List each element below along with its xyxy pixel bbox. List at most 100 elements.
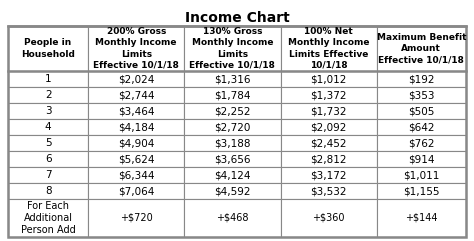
Bar: [8, 26, 466, 237]
Text: $353: $353: [408, 90, 435, 100]
Bar: [281, 26, 377, 71]
Text: 4: 4: [45, 122, 51, 132]
Bar: [281, 87, 377, 103]
Bar: [88, 103, 184, 119]
Text: $2,252: $2,252: [214, 106, 251, 116]
Bar: [281, 151, 377, 167]
Text: $5,624: $5,624: [118, 154, 155, 164]
Bar: [281, 167, 377, 183]
Text: $2,812: $2,812: [310, 154, 347, 164]
Text: $762: $762: [408, 138, 435, 148]
Text: +$468: +$468: [216, 213, 249, 223]
Text: $1,732: $1,732: [310, 106, 347, 116]
Text: People in
Household: People in Household: [21, 39, 75, 59]
Bar: [281, 103, 377, 119]
Bar: [184, 167, 281, 183]
Text: $7,064: $7,064: [118, 186, 155, 196]
Text: $2,744: $2,744: [118, 90, 155, 100]
Bar: [88, 199, 184, 237]
Bar: [377, 135, 466, 151]
Text: 1: 1: [45, 74, 51, 84]
Bar: [8, 87, 88, 103]
Bar: [88, 87, 184, 103]
Bar: [184, 103, 281, 119]
Bar: [8, 183, 88, 199]
Text: $1,155: $1,155: [403, 186, 439, 196]
Text: $4,184: $4,184: [118, 122, 155, 132]
Text: For Each
Additional
Person Add: For Each Additional Person Add: [21, 201, 75, 235]
Bar: [184, 199, 281, 237]
Text: Maximum Benefit
Amount
Effective 10/1/18: Maximum Benefit Amount Effective 10/1/18: [377, 33, 466, 64]
Bar: [377, 119, 466, 135]
Text: 8: 8: [45, 186, 51, 196]
Text: $3,464: $3,464: [118, 106, 155, 116]
Text: $1,784: $1,784: [214, 90, 251, 100]
Text: 130% Gross
Monthly Income
Limits
Effective 10/1/18: 130% Gross Monthly Income Limits Effecti…: [190, 27, 275, 70]
Bar: [377, 199, 466, 237]
Bar: [88, 167, 184, 183]
Bar: [281, 71, 377, 87]
Text: 5: 5: [45, 138, 51, 148]
Text: 200% Gross
Monthly Income
Limits
Effective 10/1/18: 200% Gross Monthly Income Limits Effecti…: [93, 27, 179, 70]
Bar: [88, 71, 184, 87]
Text: $2,024: $2,024: [118, 74, 155, 84]
Bar: [377, 167, 466, 183]
Text: $1,316: $1,316: [214, 74, 251, 84]
Text: $3,188: $3,188: [214, 138, 251, 148]
Bar: [184, 26, 281, 71]
Bar: [8, 199, 88, 237]
Text: $2,452: $2,452: [310, 138, 347, 148]
Text: 3: 3: [45, 106, 51, 116]
Bar: [184, 151, 281, 167]
Bar: [281, 183, 377, 199]
Bar: [8, 167, 88, 183]
Bar: [377, 183, 466, 199]
Text: 7: 7: [45, 170, 51, 180]
Bar: [8, 26, 88, 71]
Bar: [281, 119, 377, 135]
Bar: [184, 87, 281, 103]
Bar: [281, 135, 377, 151]
Text: $1,012: $1,012: [310, 74, 347, 84]
Text: $1,011: $1,011: [403, 170, 439, 180]
Bar: [184, 135, 281, 151]
Bar: [8, 135, 88, 151]
Text: 6: 6: [45, 154, 51, 164]
Bar: [184, 71, 281, 87]
Bar: [88, 151, 184, 167]
Bar: [377, 103, 466, 119]
Text: $2,092: $2,092: [310, 122, 347, 132]
Bar: [184, 183, 281, 199]
Bar: [377, 151, 466, 167]
Text: $1,372: $1,372: [310, 90, 347, 100]
Text: $4,124: $4,124: [214, 170, 251, 180]
Bar: [88, 183, 184, 199]
Text: $642: $642: [408, 122, 435, 132]
Bar: [8, 119, 88, 135]
Text: $2,720: $2,720: [214, 122, 251, 132]
Bar: [88, 119, 184, 135]
Bar: [8, 103, 88, 119]
Bar: [377, 71, 466, 87]
Text: 2: 2: [45, 90, 51, 100]
Text: Income Chart: Income Chart: [185, 11, 289, 25]
Bar: [184, 119, 281, 135]
Text: +$360: +$360: [312, 213, 345, 223]
Text: $3,656: $3,656: [214, 154, 251, 164]
Bar: [8, 71, 88, 87]
Bar: [88, 26, 184, 71]
Text: +$144: +$144: [405, 213, 438, 223]
Text: $6,344: $6,344: [118, 170, 155, 180]
Bar: [377, 87, 466, 103]
Text: $4,904: $4,904: [118, 138, 155, 148]
Text: +$720: +$720: [120, 213, 153, 223]
Text: 100% Net
Monthly Income
Limits Effective
10/1/18: 100% Net Monthly Income Limits Effective…: [288, 27, 369, 70]
Text: $4,592: $4,592: [214, 186, 251, 196]
Text: $3,532: $3,532: [310, 186, 347, 196]
Bar: [8, 151, 88, 167]
Bar: [281, 199, 377, 237]
Text: $192: $192: [408, 74, 435, 84]
Text: $505: $505: [408, 106, 435, 116]
Bar: [88, 135, 184, 151]
Bar: [377, 26, 466, 71]
